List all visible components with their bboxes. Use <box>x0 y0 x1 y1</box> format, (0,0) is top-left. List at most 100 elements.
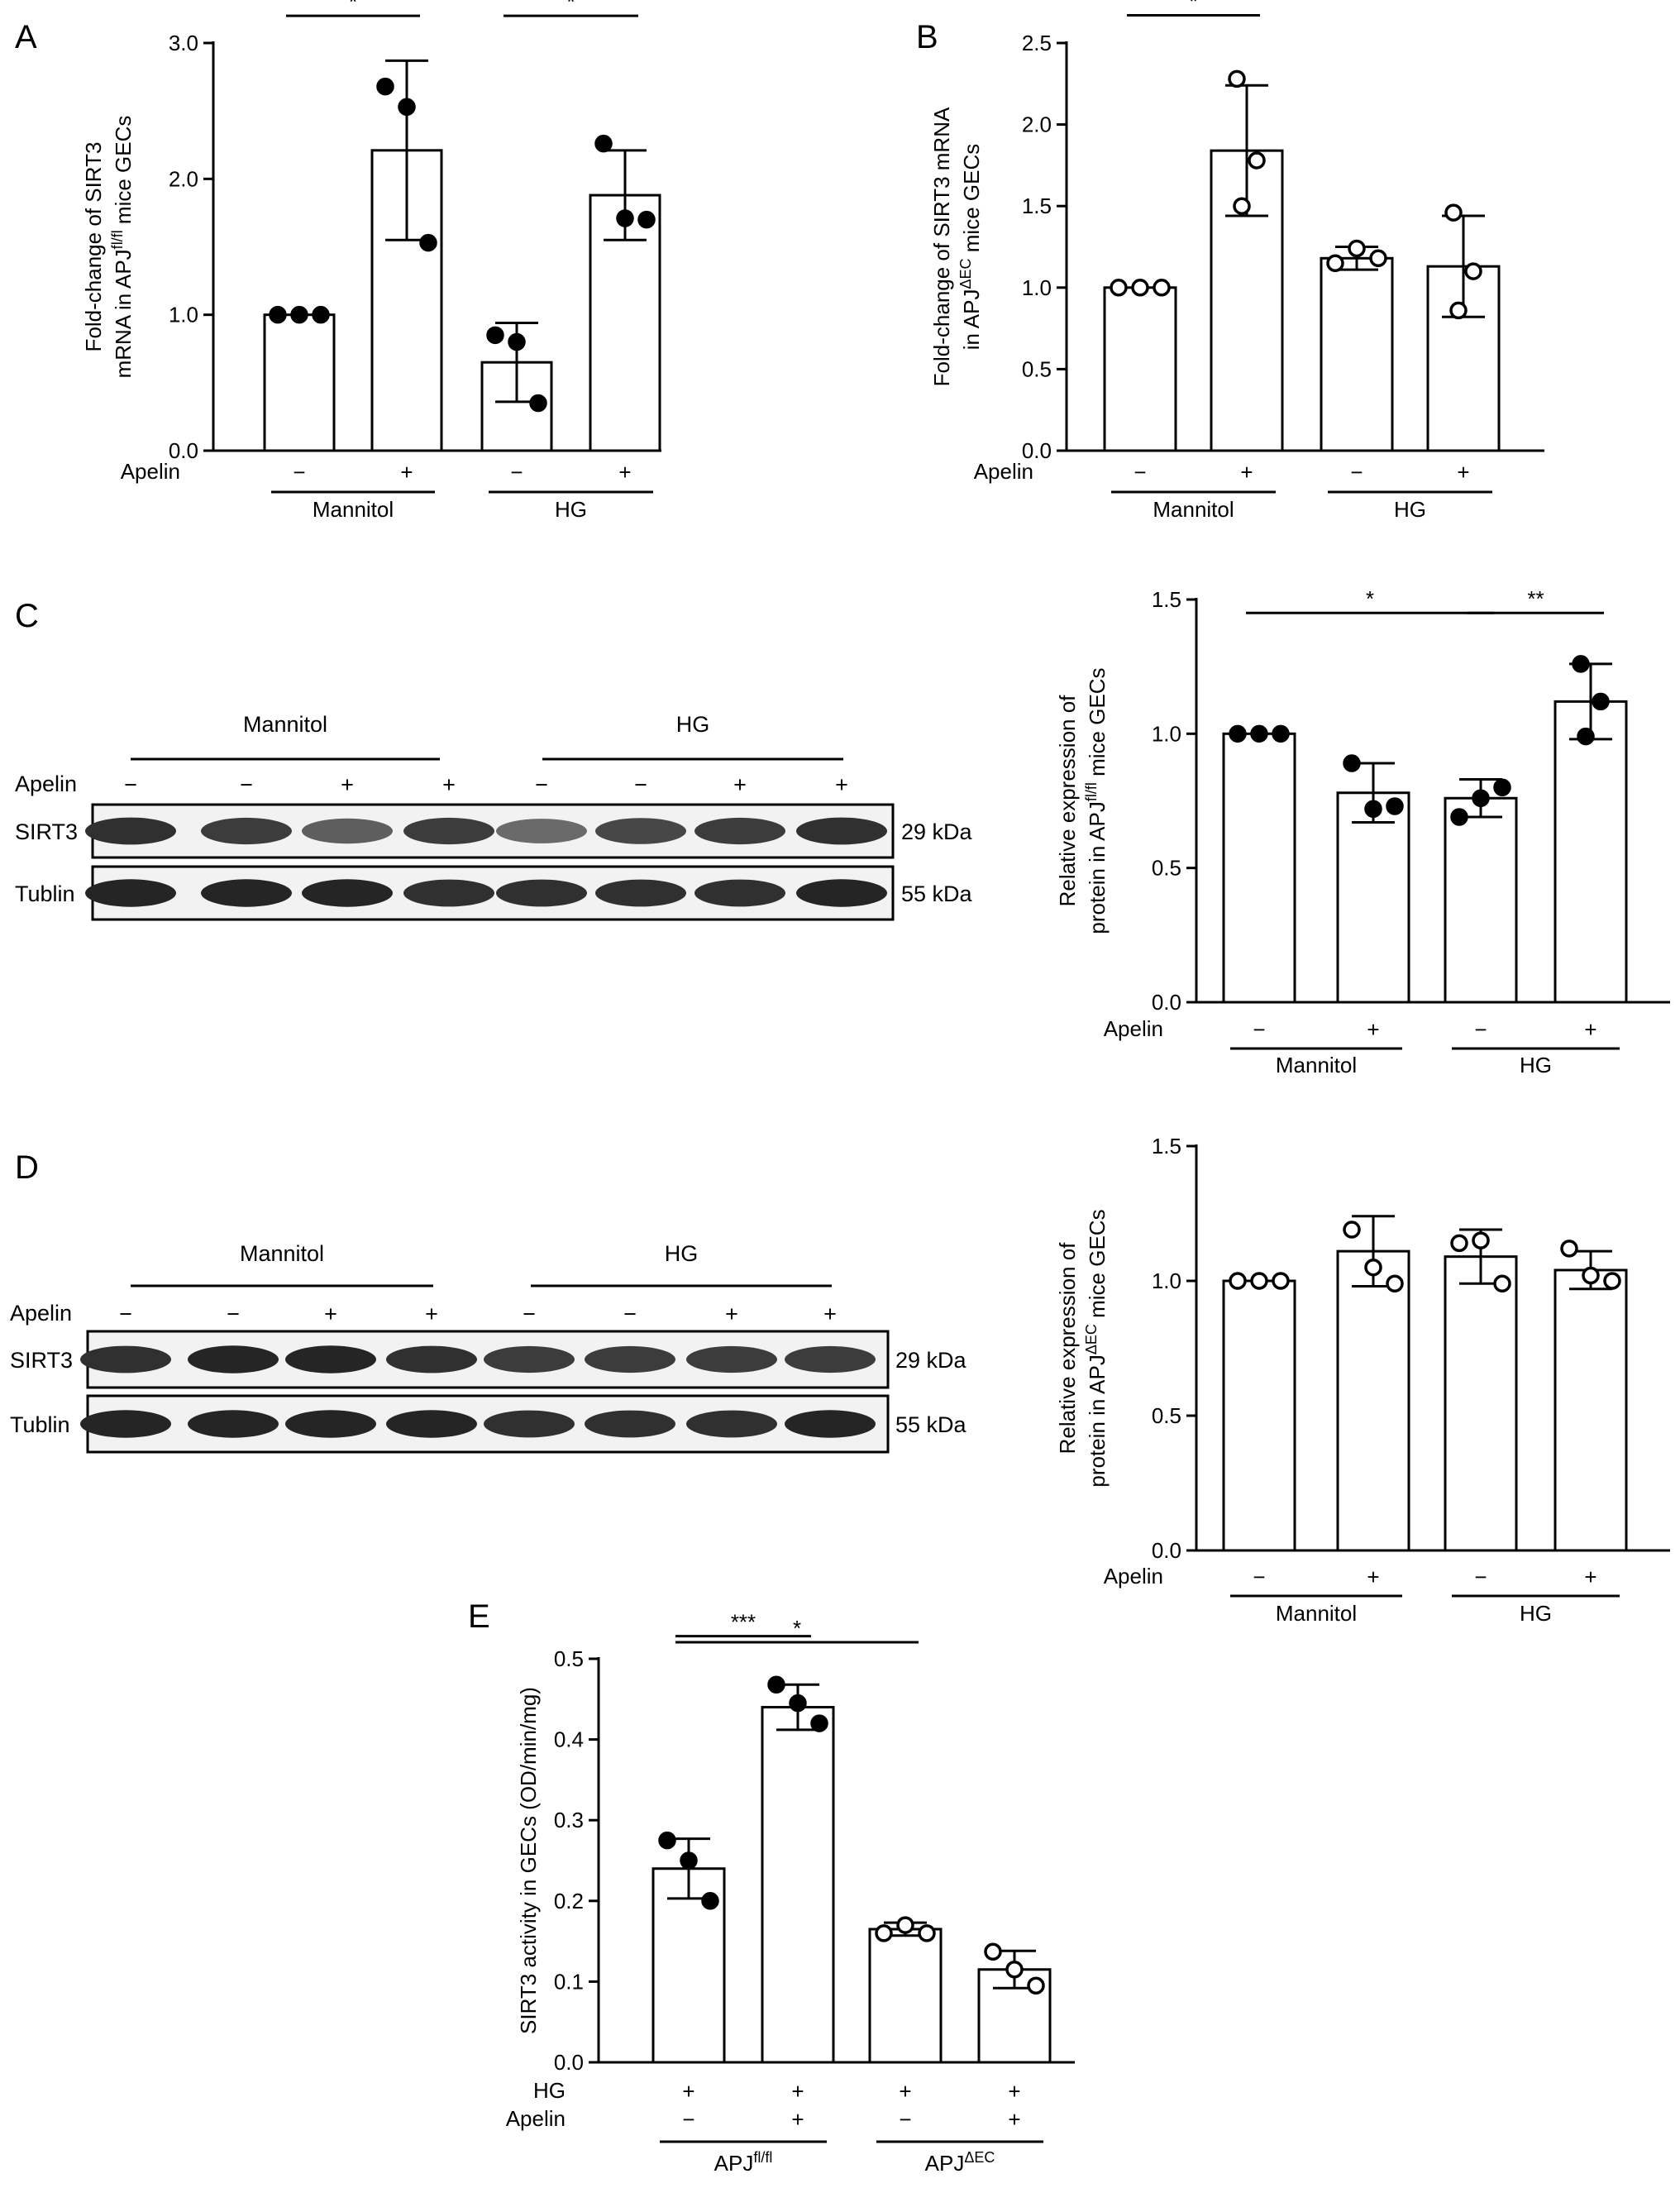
blot-apelin-sign: − <box>240 772 253 797</box>
data-point <box>1229 724 1247 743</box>
blot-apelin-sign: − <box>535 772 548 797</box>
blot-band <box>285 1345 376 1373</box>
blot-band <box>85 817 176 845</box>
western-blot-d: Mannitol HG Apelin − − + + − − + + SIRT3 29 kDa Tubli… <box>10 1241 967 1454</box>
y-tick-label: 1.0 <box>1152 721 1181 746</box>
data-point <box>810 1714 828 1732</box>
blot-band <box>85 879 176 907</box>
y-tick-label: 0.0 <box>1152 1538 1181 1563</box>
factor-sign: − <box>293 460 305 485</box>
blot-apelin-sign: + <box>442 772 456 797</box>
factor-row-label: Apelin <box>1104 1564 1163 1588</box>
data-point <box>508 332 526 351</box>
y-axis-label: SIRT3 activity in GECs (OD/min/mg) <box>516 1687 541 2034</box>
data-point <box>1248 151 1266 170</box>
data-point <box>1472 789 1490 808</box>
factor-sign: + <box>791 2079 804 2104</box>
data-point <box>1326 254 1344 272</box>
group-label: HG <box>1394 497 1426 522</box>
panel-label-b: B <box>916 19 938 55</box>
blot-size-label: 55 kDa <box>895 1412 967 1437</box>
blot-row-label: Tublin <box>10 1412 70 1437</box>
factor-row-label: Apelin <box>1104 1016 1163 1041</box>
y-tick-label: 0.4 <box>554 1727 584 1752</box>
data-point <box>658 1831 676 1850</box>
blot-band <box>386 1345 477 1373</box>
blot-group-label: Mannitol <box>243 712 327 737</box>
data-point <box>1364 1258 1382 1277</box>
factor-sign: + <box>1008 2107 1020 2132</box>
factor-sign: + <box>1240 460 1253 485</box>
blot-band <box>80 1345 171 1373</box>
blot-size-label: 55 kDa <box>901 881 973 906</box>
chart-b: 0.0 0.5 1.0 1.5 2.0 2.5 Fold-change of SIRT3 m… <box>929 0 1544 522</box>
data-point <box>1560 1240 1578 1258</box>
chart-a: 0.0 1.0 2.0 3.0 Fold-change of SIRT3 mRNA in … <box>81 0 661 522</box>
bar <box>1103 286 1177 452</box>
data-point <box>1386 1274 1404 1293</box>
blot-band <box>686 1345 777 1373</box>
y-axis-label-superscript: ΔEC <box>1083 1324 1100 1354</box>
y-axis-label-line1: Relative expression of <box>1055 695 1080 907</box>
data-point <box>1464 262 1482 280</box>
blot-band <box>796 817 887 845</box>
bar <box>868 1928 943 2064</box>
factor-sign: + <box>618 460 631 485</box>
bar <box>1320 256 1394 452</box>
data-point <box>1250 1272 1268 1290</box>
data-point <box>1577 727 1595 746</box>
data-point <box>1272 724 1290 743</box>
blot-band <box>201 879 292 907</box>
significance-label: * <box>566 0 575 14</box>
data-point <box>419 233 437 252</box>
y-axis-label: Relative expression of protein in APJfl/f… <box>1055 667 1110 934</box>
y-tick-label: 0.5 <box>1152 856 1181 881</box>
data-point <box>1272 1272 1290 1290</box>
y-axis-label-line2-end: mice GECs <box>1085 667 1110 782</box>
blot-band <box>302 818 393 844</box>
y-tick-label: 2.0 <box>169 166 198 191</box>
bar <box>1444 796 1518 1004</box>
blot-apelin-label: Apelin <box>10 1301 72 1326</box>
blot-band <box>785 1410 876 1438</box>
y-axis-label: Fold-change of SIRT3 mRNA in APJΔEC mice … <box>929 107 984 386</box>
blot-apelin-sign: − <box>119 1302 132 1326</box>
y-axis-label-line2-end: mice GECs <box>1085 1209 1110 1324</box>
data-point <box>1233 197 1251 215</box>
data-point <box>1386 797 1404 815</box>
western-blot-c: Mannitol HG Apelin − − + + − − + + SIRT3 29 kDa Tubli… <box>15 712 973 921</box>
y-axis-label-line2-end: mice GECs <box>959 144 984 259</box>
blot-band <box>796 879 887 907</box>
bar <box>1554 700 1628 1004</box>
blot-band <box>403 879 494 907</box>
bar <box>1444 1255 1518 1552</box>
data-point <box>376 77 394 96</box>
blot-apelin-sign: + <box>725 1302 738 1326</box>
data-point <box>1493 1274 1511 1293</box>
y-tick-label: 2.5 <box>1022 31 1052 55</box>
data-point <box>1250 724 1268 743</box>
data-point <box>1027 1976 1045 1995</box>
data-point <box>594 134 613 153</box>
group-label: Mannitol <box>313 497 394 522</box>
blot-band <box>403 817 494 845</box>
group-label: Mannitol <box>1153 497 1234 522</box>
blot-band <box>585 1345 675 1373</box>
blot-size-label: 29 kDa <box>895 1348 967 1373</box>
data-point <box>1592 692 1610 711</box>
data-point <box>312 305 330 324</box>
blot-apelin-sign: − <box>523 1302 536 1326</box>
group-label: HG <box>1520 1053 1552 1077</box>
y-axis-label-line1: Fold-change of SIRT3 mRNA <box>929 107 954 386</box>
blot-group-label: HG <box>676 712 710 737</box>
blot-band <box>201 817 292 845</box>
blot-band <box>285 1410 376 1438</box>
group-label-superscript: fl/fl <box>753 2149 772 2166</box>
data-point <box>1229 1272 1247 1290</box>
data-point <box>1450 808 1468 826</box>
data-point <box>529 394 547 413</box>
blot-group-label: Mannitol <box>240 1241 324 1266</box>
y-tick-label: 0.5 <box>1022 356 1052 381</box>
blot-band <box>496 819 587 843</box>
